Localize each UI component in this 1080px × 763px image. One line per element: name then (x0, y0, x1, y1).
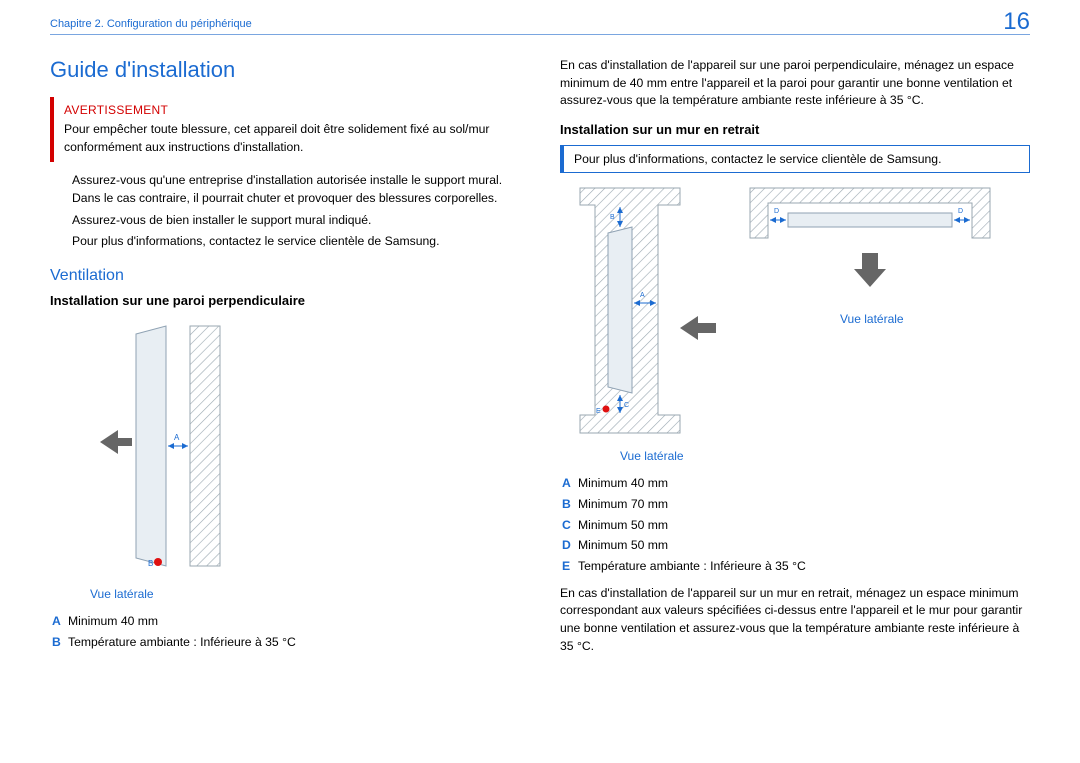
arrow-left-icon (678, 313, 718, 343)
retrait-heading: Installation sur un mur en retrait (560, 122, 1030, 137)
spec-row: ETempérature ambiante : Inférieure à 35 … (562, 556, 1030, 577)
spec-row: BTempérature ambiante : Inférieure à 35 … (52, 632, 520, 653)
retrait-figures: B A C E Vue latérale (570, 183, 1030, 469)
svg-text:E: E (596, 408, 601, 415)
spec-row: CMinimum 50 mm (562, 515, 1030, 536)
ventilation-heading: Ventilation (50, 267, 520, 285)
svg-text:D: D (774, 208, 779, 215)
perp-specs: AMinimum 40 mm BTempérature ambiante : I… (52, 611, 520, 652)
spec-row: DMinimum 50 mm (562, 535, 1030, 556)
retrait-specs: AMinimum 40 mm BMinimum 70 mm CMinimum 5… (562, 473, 1030, 577)
header-rule (50, 34, 1030, 35)
warning-text: Pour empêcher toute blessure, cet appare… (64, 121, 510, 156)
warning-label: AVERTISSEMENT (64, 103, 510, 117)
svg-text:D: D (958, 208, 963, 215)
page-number: 16 (1003, 8, 1030, 36)
svg-text:A: A (640, 292, 645, 299)
right-intro: En cas d'installation de l'appareil sur … (560, 57, 1030, 110)
perp-figure: A B (70, 316, 520, 581)
retrait-outro: En cas d'installation de l'appareil sur … (560, 585, 1030, 656)
warning-box: AVERTISSEMENT Pour empêcher toute blessu… (50, 97, 520, 162)
perp-label-b: B (148, 559, 153, 568)
retrait-caption-right: Vue latérale (840, 312, 1000, 326)
svg-text:C: C (624, 402, 629, 409)
svg-text:B: B (610, 214, 615, 221)
spec-row: AMinimum 40 mm (562, 473, 1030, 494)
spec-row: BMinimum 70 mm (562, 494, 1030, 515)
perp-label-a: A (174, 433, 180, 442)
warning-bullet-1: Assurez-vous qu'une entreprise d'install… (50, 172, 520, 207)
spec-row: AMinimum 40 mm (52, 611, 520, 632)
info-box: Pour plus d'informations, contactez le s… (560, 145, 1030, 173)
breadcrumb: Chapitre 2. Configuration du périphériqu… (50, 18, 1030, 30)
retrait-side-figure: B A C E (570, 183, 690, 438)
retrait-top-figure: D D (720, 183, 1000, 303)
warning-bullet-3: Pour plus d'informations, contactez le s… (50, 233, 520, 251)
left-column: Guide d'installation AVERTISSEMENT Pour … (50, 57, 520, 655)
warning-bullet-2: Assurez-vous de bien installer le suppor… (50, 212, 520, 230)
page-title: Guide d'installation (50, 57, 520, 83)
retrait-caption-left: Vue latérale (620, 449, 690, 463)
perp-caption: Vue latérale (90, 587, 520, 601)
right-column: En cas d'installation de l'appareil sur … (560, 57, 1030, 655)
perp-heading: Installation sur une paroi perpendiculai… (50, 293, 520, 308)
